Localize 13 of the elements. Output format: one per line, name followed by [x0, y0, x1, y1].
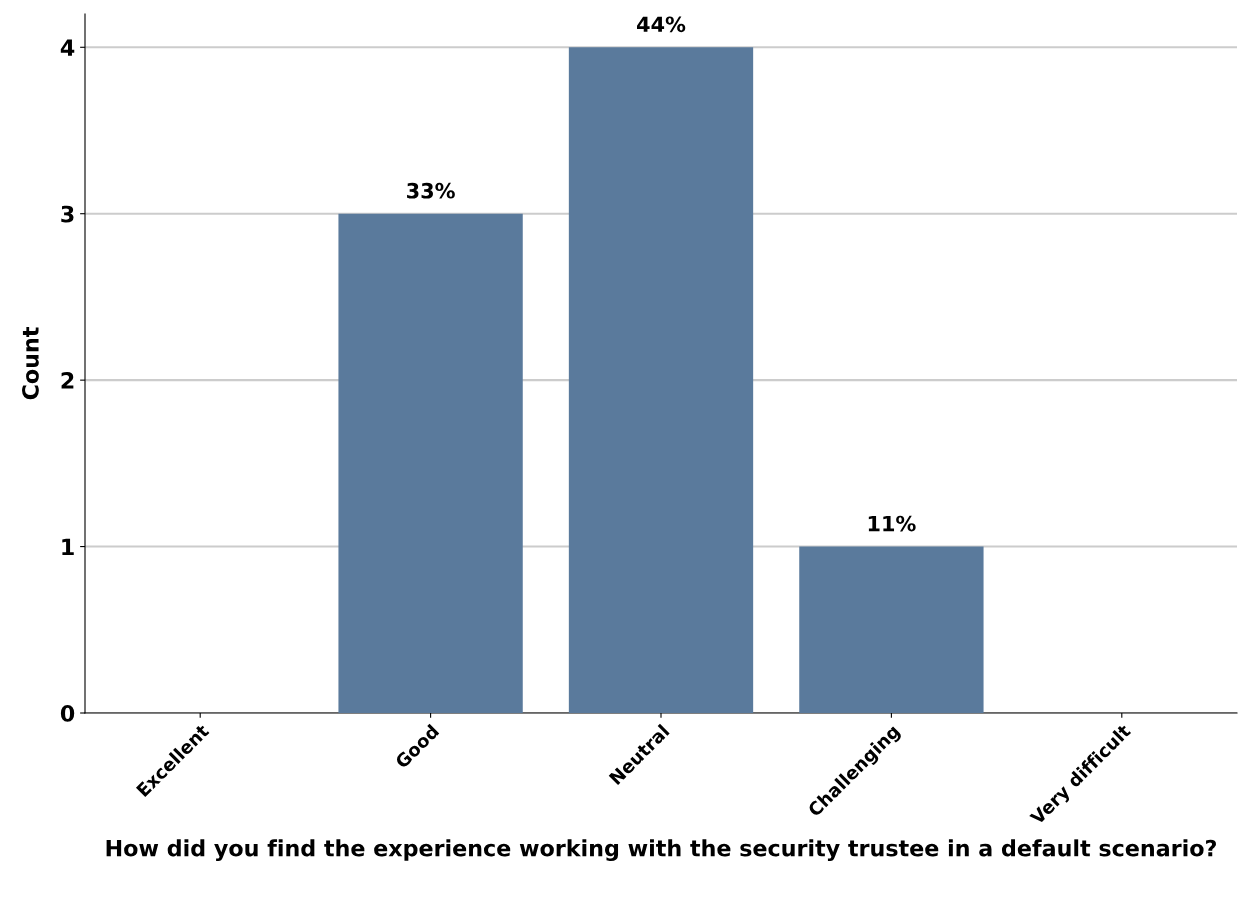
x-axis-title: How did you find the experience working with the security trustee in a default scenario?: [106, 839, 1216, 862]
y-tick-label: 1: [62, 538, 74, 556]
annotation: 44%: [637, 16, 686, 33]
y-tick-label: 2: [61, 372, 74, 389]
bar: [338, 213, 523, 713]
y-axis-title: Count: [22, 327, 39, 400]
y-tick-label: 3: [61, 205, 74, 223]
bar: [568, 47, 754, 713]
y-tick-label: 4: [60, 39, 75, 56]
annotation: 33%: [407, 182, 455, 199]
y-tick-label: 0: [60, 704, 75, 722]
annotation: 11%: [868, 515, 916, 532]
bar: [799, 546, 984, 713]
